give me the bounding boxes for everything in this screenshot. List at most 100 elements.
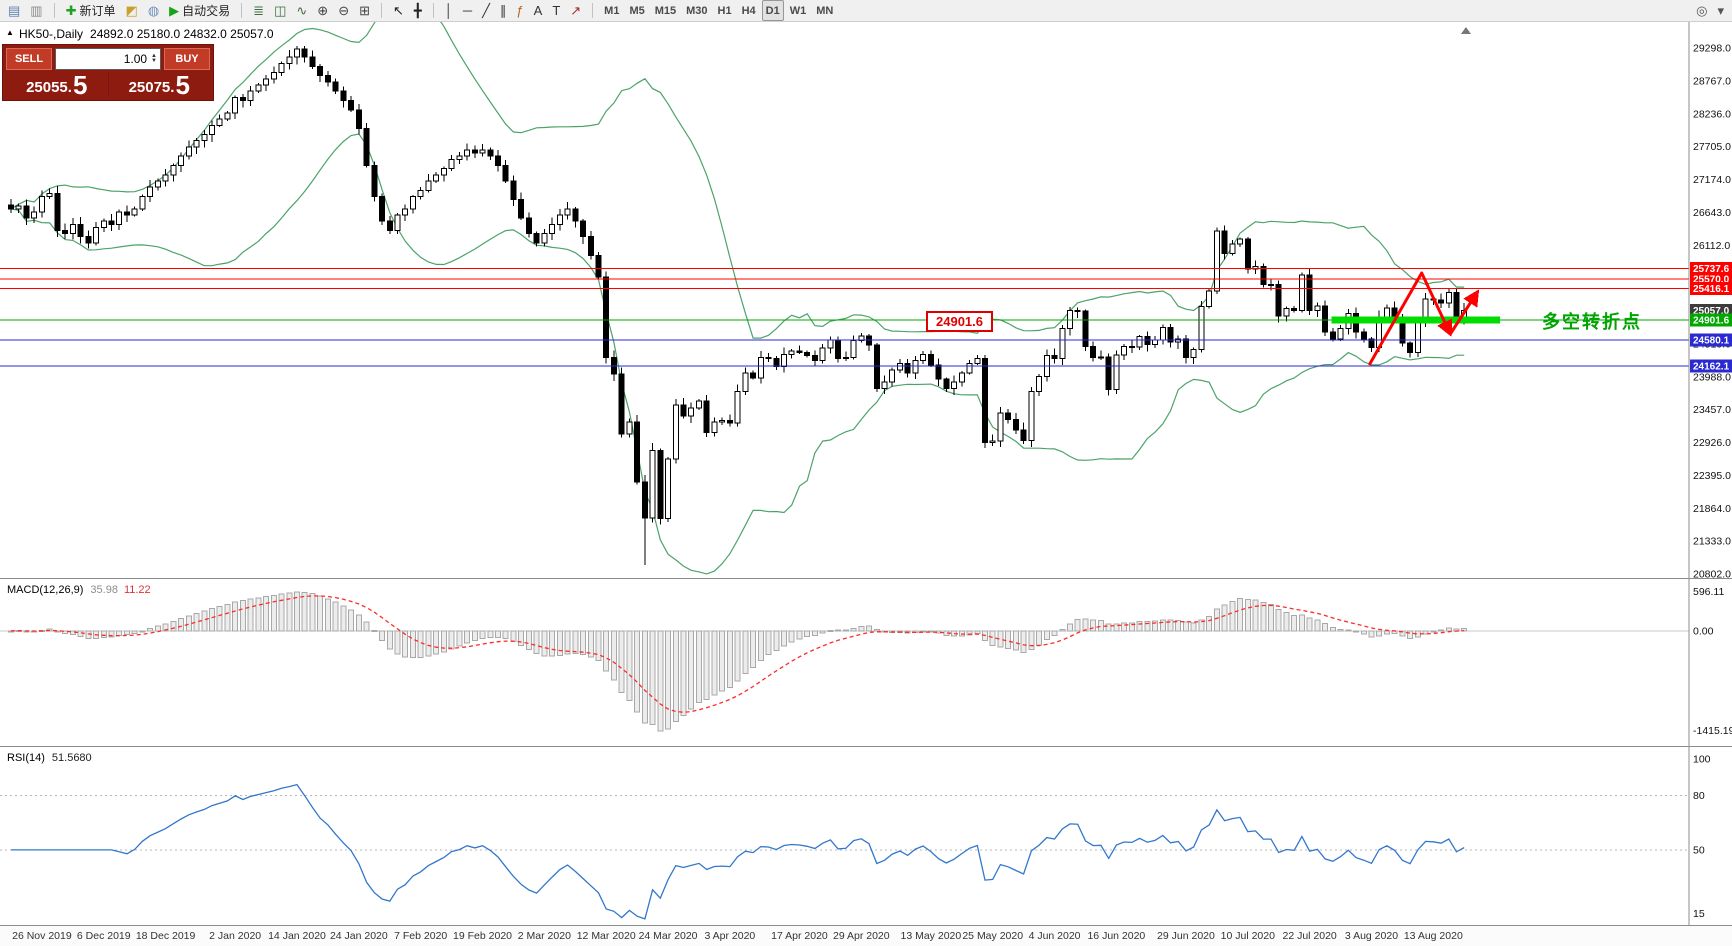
buy-button[interactable]: BUY — [164, 48, 210, 70]
horizontal-levels — [0, 267, 1689, 367]
one-click-collapse-icon[interactable]: ▲ — [6, 28, 14, 37]
pivot-band-rect — [1331, 316, 1500, 324]
candlestick-chart-icon[interactable]: ◫ — [270, 0, 290, 21]
new-chart-icon-glyph: ▤ — [8, 3, 21, 18]
tf-h4[interactable]: H4 — [738, 0, 760, 21]
more-icon[interactable]: ▾ — [1713, 0, 1728, 21]
tf-h4-label: H4 — [741, 4, 756, 17]
data-window-icon[interactable]: ◍ — [144, 0, 163, 21]
new-chart-icon[interactable]: ▤ — [4, 0, 24, 21]
trendline-icon[interactable]: ╱ — [478, 0, 494, 21]
chart-title: HK50-,Daily 24892.0 25180.0 24832.0 25057… — [19, 27, 274, 41]
tf-m15-label: M15 — [654, 4, 677, 17]
rsi-level-lines — [0, 794, 1689, 851]
pivot-band — [1331, 316, 1500, 324]
svg-text:24580.1: 24580.1 — [1693, 336, 1730, 347]
label-icon[interactable]: T — [548, 0, 564, 21]
tf-mn[interactable]: MN — [812, 0, 837, 21]
sell-price[interactable]: 25055. 5 — [26, 70, 88, 100]
svg-text:21333.0: 21333.0 — [1693, 536, 1731, 548]
svg-text:25057.0: 25057.0 — [1693, 306, 1730, 317]
volume-spinner-icons[interactable]: ▲ ▼ — [151, 53, 157, 64]
candlesticks-series — [8, 45, 1468, 565]
marketwatch-icon-glyph: ◩ — [125, 3, 138, 18]
volume-stepper[interactable]: 1.00 ▲ ▼ — [55, 48, 161, 70]
tile-windows-icon[interactable]: ⊞ — [355, 0, 374, 21]
date-label: 22 Jul 2020 — [1282, 930, 1337, 942]
svg-text:25570.0: 25570.0 — [1693, 274, 1730, 285]
date-label: 13 May 2020 — [900, 930, 962, 942]
support-2-price-chip — [1690, 359, 1732, 373]
label-icon-glyph: T — [552, 3, 561, 18]
trendline-icon-glyph: ╱ — [482, 3, 490, 18]
volume-value: 1.00 — [123, 52, 148, 66]
svg-text:20802.0: 20802.0 — [1693, 569, 1731, 580]
sell-button[interactable]: SELL — [6, 48, 52, 70]
svg-text:24162.1: 24162.1 — [1693, 361, 1730, 372]
svg-text:0.00: 0.00 — [1693, 625, 1714, 637]
drawing-group: │ ─ ╱ ∥ ƒ A T ↗ — [441, 0, 585, 21]
cursor-icon-glyph: ↖ — [393, 3, 404, 18]
date-label: 18 Dec 2019 — [135, 930, 196, 942]
arrows-tool-icon[interactable]: ↗ — [566, 0, 585, 21]
svg-text:50: 50 — [1693, 844, 1705, 856]
line-chart-icon[interactable]: ∿ — [292, 0, 311, 21]
zoom-out-icon[interactable]: ⊖ — [334, 0, 353, 21]
tf-m30[interactable]: M30 — [682, 0, 711, 21]
rsi-line — [11, 783, 1465, 920]
date-label: 13 Aug 2020 — [1403, 930, 1463, 942]
buy-price[interactable]: 25075. 5 — [107, 72, 211, 98]
channel-icon-glyph: ∥ — [499, 3, 507, 18]
autotrading-button[interactable]: ▶ 自动交易 — [165, 0, 234, 21]
timeframe-group: M1 M5 M15 M30 H1 H4 D1 W1 MN — [600, 0, 837, 21]
new-order-button[interactable]: ✚ 新订单 — [62, 0, 120, 21]
svg-text:24901.6: 24901.6 — [1693, 316, 1730, 327]
date-label: 24 Mar 2020 — [638, 930, 698, 942]
tf-m5[interactable]: M5 — [625, 0, 648, 21]
tf-m1[interactable]: M1 — [600, 0, 623, 21]
tf-d1[interactable]: D1 — [761, 0, 784, 21]
main-chart-canvas[interactable]: 20802.0 21333.0 21864.0 22395.0 22926.0 23457… — [0, 22, 1732, 579]
tf-m15[interactable]: M15 — [651, 0, 680, 21]
charts-group: ▤ ▥ — [4, 0, 47, 21]
tf-w1[interactable]: W1 — [786, 0, 811, 21]
tf-m1-label: M1 — [604, 4, 620, 17]
bar-chart-icon[interactable]: ≣ — [249, 0, 268, 21]
cursor-group: ↖ ╋ — [389, 0, 426, 21]
zoom-in-icon[interactable]: ⊕ — [313, 0, 332, 21]
pivot-price-callout: 24901.6 — [926, 311, 993, 332]
rsi-canvas[interactable]: 100 80 50 15 — [0, 747, 1732, 926]
toolbar-separator — [592, 3, 594, 18]
crosshair-icon[interactable]: ╋ — [410, 0, 426, 21]
date-label: 19 Feb 2020 — [453, 930, 512, 942]
svg-text:22926.0: 22926.0 — [1693, 437, 1731, 449]
vertical-line-icon[interactable]: │ — [441, 0, 457, 21]
tf-h1[interactable]: H1 — [714, 0, 736, 21]
macd-canvas[interactable]: 596.11 0.00 -1415.19 — [0, 579, 1732, 747]
autotrading-button-glyph: ▶ — [169, 3, 180, 18]
resistance-3-price-chip — [1690, 281, 1732, 295]
date-label: 10 Jul 2020 — [1220, 930, 1275, 942]
channel-icon[interactable]: ∥ — [496, 0, 511, 21]
marketwatch-icon[interactable]: ◩ — [122, 0, 142, 21]
date-label: 14 Jan 2020 — [268, 930, 326, 942]
autotrading-button-label: 自动交易 — [182, 4, 231, 18]
text-icon[interactable]: A — [530, 0, 547, 21]
date-label: 2 Jan 2020 — [209, 930, 262, 942]
cursor-icon[interactable]: ↖ — [389, 0, 408, 21]
fibonacci-icon[interactable]: ƒ — [512, 0, 527, 21]
svg-text:100: 100 — [1693, 754, 1711, 766]
profiles-icon[interactable]: ▥ — [26, 0, 46, 21]
trade-group: ✚ 新订单 ◩ ◍ ▶ 自动交易 — [62, 0, 235, 21]
date-label: 29 Jun 2020 — [1157, 930, 1215, 942]
svg-text:22395.0: 22395.0 — [1693, 470, 1731, 482]
svg-text:23988.0: 23988.0 — [1693, 371, 1731, 383]
search-icon[interactable]: ◎ — [1692, 0, 1711, 21]
pivot-annotation-text: 多空转折点 — [1542, 312, 1642, 332]
horizontal-line-icon[interactable]: ─ — [459, 0, 476, 21]
date-label: 3 Apr 2020 — [704, 930, 756, 942]
horizontal-line-icon-glyph: ─ — [462, 3, 473, 18]
svg-text:-1415.19: -1415.19 — [1693, 725, 1732, 737]
more-icon-glyph: ▾ — [1717, 3, 1724, 18]
svg-text:27705.0: 27705.0 — [1693, 141, 1731, 153]
